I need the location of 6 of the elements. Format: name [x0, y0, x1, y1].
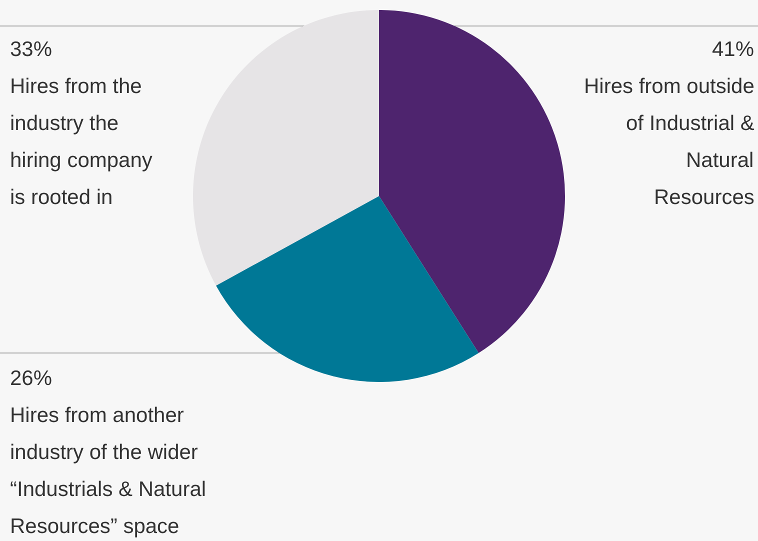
- data-label: 41%: [712, 38, 754, 61]
- slice-label: Hires from another industry of the wider “Industrials & Natural Resources” space: [10, 404, 206, 538]
- slice-label: Hires from the industry the hiring company is rooted in: [10, 75, 153, 209]
- data-label: 33%: [10, 38, 52, 61]
- slice-label: Hires from outside of Industrial & Natural Resources: [584, 75, 754, 209]
- data-label: 26%: [10, 367, 52, 390]
